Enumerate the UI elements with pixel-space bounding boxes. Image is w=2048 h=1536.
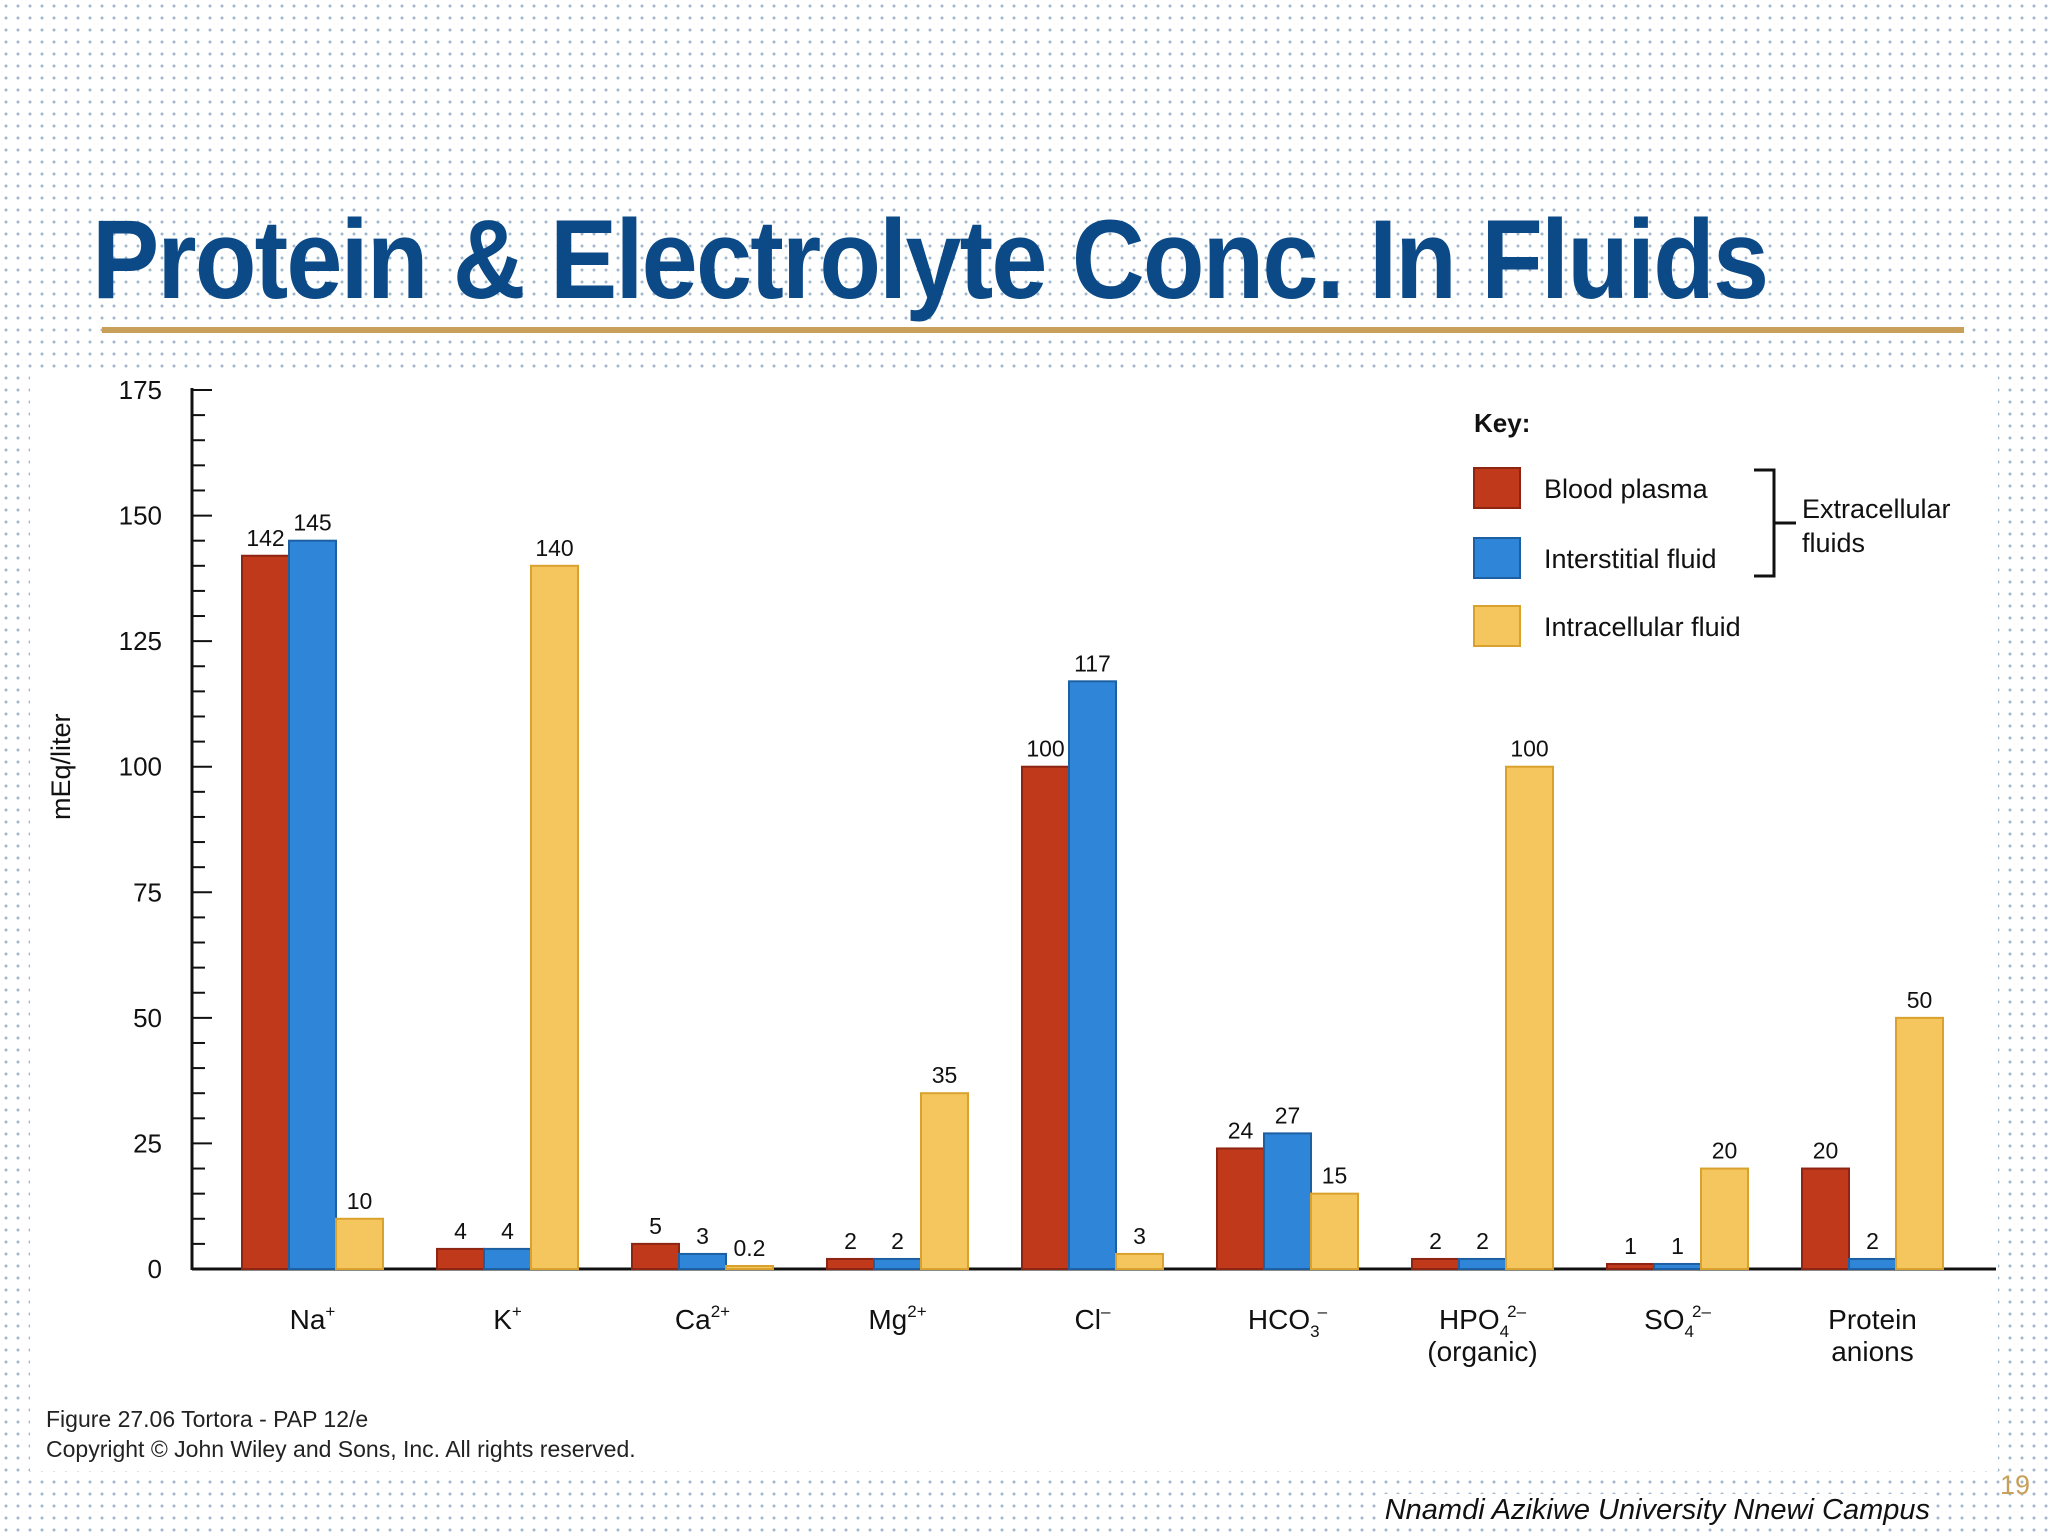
page-number: 19 — [2000, 1470, 2031, 1500]
y-tick-label: 100 — [119, 752, 162, 782]
intracellular-fluid-legend-swatch — [1473, 605, 1521, 647]
y-tick-label: 75 — [133, 877, 162, 907]
intracellular-fluid-bar — [530, 564, 579, 1271]
interstitial-fluid-bar — [483, 1247, 532, 1270]
blood-plasma-legend-label: Blood plasma — [1544, 474, 1709, 504]
interstitial-fluid-bar — [288, 539, 337, 1270]
blood-plasma-value-label: 20 — [1813, 1138, 1839, 1164]
legend-title: Key: — [1474, 408, 1530, 438]
interstitial-fluid-value-label: 117 — [1074, 650, 1111, 676]
interstitial-fluid-value-label: 2 — [1866, 1228, 1879, 1254]
intracellular-fluid-value-label: 35 — [932, 1062, 958, 1088]
y-tick-label: 125 — [119, 626, 162, 656]
intracellular-fluid-value-label: 10 — [347, 1188, 373, 1214]
blood-plasma-value-label: 100 — [1026, 736, 1064, 762]
y-tick-label: 25 — [133, 1128, 162, 1158]
legend-group-label-line-1: Extracellular — [1802, 494, 1951, 524]
figure-credit-line-1: Figure 27.06 Tortora - PAP 12/e — [46, 1406, 369, 1432]
interstitial-fluid-value-label: 27 — [1275, 1102, 1301, 1128]
intracellular-fluid-legend-label: Intracellular fluid — [1544, 612, 1741, 642]
intracellular-fluid-bar — [920, 1092, 969, 1271]
interstitial-fluid-value-label: 145 — [293, 510, 331, 536]
x-category-label: Cl– — [1075, 1302, 1111, 1335]
intracellular-fluid-bar — [1895, 1016, 1944, 1270]
legend-bracket — [1754, 468, 1776, 578]
x-category-label: SO42– — [1644, 1302, 1711, 1341]
blood-plasma-bar — [826, 1257, 875, 1270]
figure-credit-line-2: Copyright © John Wiley and Sons, Inc. Al… — [46, 1436, 636, 1462]
blood-plasma-bar — [631, 1242, 680, 1271]
interstitial-fluid-legend-label: Interstitial fluid — [1544, 544, 1717, 574]
interstitial-fluid-bar — [1263, 1132, 1312, 1271]
y-tick-label: 150 — [119, 501, 162, 531]
y-axis-label: mEq/liter — [46, 713, 76, 820]
y-tick-label: 175 — [119, 375, 162, 405]
interstitial-fluid-bar — [1458, 1257, 1507, 1270]
interstitial-fluid-value-label: 4 — [501, 1218, 514, 1244]
intracellular-fluid-bar — [1505, 765, 1554, 1270]
intracellular-fluid-value-label: 20 — [1712, 1138, 1738, 1164]
intracellular-fluid-bar — [1700, 1167, 1749, 1270]
y-tick-label: 50 — [133, 1003, 162, 1033]
blood-plasma-value-label: 24 — [1228, 1117, 1254, 1143]
x-category-label: Ca2+ — [675, 1302, 730, 1335]
x-category-label-line2: anions — [1831, 1336, 1914, 1367]
blood-plasma-bar — [1021, 765, 1070, 1270]
intracellular-fluid-value-label: 140 — [535, 535, 573, 561]
intracellular-fluid-bar — [1115, 1252, 1164, 1271]
intracellular-fluid-value-label: 0.2 — [734, 1235, 766, 1261]
x-category-label: Na+ — [290, 1302, 336, 1335]
interstitial-fluid-value-label: 2 — [1476, 1228, 1489, 1254]
blood-plasma-value-label: 4 — [454, 1218, 467, 1244]
blood-plasma-bar — [1606, 1262, 1655, 1271]
intracellular-fluid-bar — [1310, 1192, 1359, 1271]
blood-plasma-bar — [1216, 1147, 1265, 1270]
footer-campus: Nnamdi Azikiwe University Nnewi Campus — [1380, 1494, 1934, 1527]
title-rule — [102, 327, 1964, 333]
x-category-label: HPO42– — [1439, 1302, 1527, 1341]
x-category-label: Protein — [1828, 1304, 1917, 1335]
blood-plasma-value-label: 142 — [246, 525, 284, 551]
intracellular-fluid-value-label: 100 — [1510, 736, 1548, 762]
intracellular-fluid-value-label: 15 — [1322, 1163, 1348, 1189]
intracellular-fluid-bar — [725, 1265, 774, 1270]
interstitial-fluid-bar — [678, 1252, 727, 1271]
interstitial-fluid-value-label: 3 — [696, 1223, 709, 1249]
interstitial-fluid-value-label: 1 — [1671, 1233, 1684, 1259]
blood-plasma-bar — [436, 1247, 485, 1270]
x-category-label: K+ — [493, 1302, 522, 1335]
interstitial-fluid-legend-swatch — [1473, 537, 1521, 579]
interstitial-fluid-bar — [1068, 680, 1117, 1270]
blood-plasma-value-label: 2 — [1429, 1228, 1442, 1254]
x-category-label: HCO3– — [1248, 1302, 1328, 1341]
blood-plasma-bar — [241, 554, 290, 1271]
x-category-label: Mg2+ — [868, 1302, 926, 1335]
blood-plasma-bar — [1801, 1167, 1850, 1270]
bar-chart: 0255075100125150175mEq/liter14214510Na+4… — [46, 375, 1996, 1367]
intracellular-fluid-value-label: 50 — [1907, 987, 1933, 1013]
blood-plasma-bar — [1411, 1257, 1460, 1270]
y-tick-label: 0 — [148, 1254, 162, 1284]
interstitial-fluid-value-label: 2 — [891, 1228, 904, 1254]
intracellular-fluid-bar — [335, 1217, 384, 1270]
interstitial-fluid-bar — [873, 1257, 922, 1270]
chart-figure: 0 25 50 75 100 125 150 175 mEq/liter 142 145 10 Na+ 4… — [30, 368, 1998, 1471]
blood-plasma-value-label: 5 — [649, 1213, 662, 1239]
blood-plasma-legend-swatch — [1473, 467, 1521, 509]
x-category-label-line2: (organic) — [1427, 1336, 1537, 1367]
intracellular-fluid-value-label: 3 — [1133, 1223, 1146, 1249]
legend-group-label-line-2: fluids — [1802, 528, 1865, 558]
interstitial-fluid-bar — [1653, 1262, 1702, 1271]
blood-plasma-value-label: 1 — [1624, 1233, 1637, 1259]
slide-title: Protein & Electrolyte Conc. In Fluids — [92, 197, 1769, 322]
interstitial-fluid-bar — [1848, 1257, 1897, 1270]
blood-plasma-value-label: 2 — [844, 1228, 857, 1254]
